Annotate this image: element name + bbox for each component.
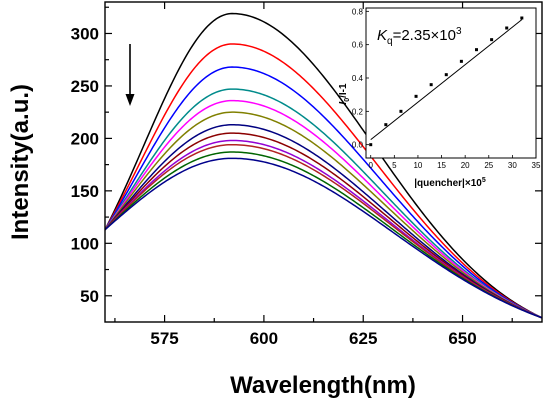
inset-y-axis-title: I0/I-1 — [338, 83, 351, 105]
inset-data — [369, 16, 524, 147]
y-tick-label: 250 — [71, 77, 99, 96]
spectrum-curve-10 — [105, 143, 542, 319]
inset-data-point — [459, 59, 463, 63]
inset-frame — [365, 7, 537, 159]
spectrum-curve-11 — [105, 151, 542, 319]
spectrum-curve-5 — [105, 99, 542, 319]
inset-data-point — [369, 143, 373, 147]
inset-y-tick-label: 0.0 — [352, 141, 364, 150]
y-tick-label: 300 — [71, 24, 99, 43]
inset-x-tick-label: 0 — [368, 161, 373, 170]
x-tick-label: 600 — [250, 329, 278, 348]
decrease-arrow-icon — [125, 44, 135, 106]
inset-data-point — [505, 26, 509, 30]
inset-x-tick-label: 25 — [484, 161, 493, 170]
inset-x-tick-label: 30 — [508, 161, 517, 170]
inset-x-tick-label: 10 — [413, 161, 422, 170]
spectrum-curve-2 — [105, 43, 542, 319]
x-tick-label: 575 — [150, 329, 178, 348]
main-plot-frame — [104, 1, 543, 323]
inset-y-tick-label: 0.6 — [352, 41, 364, 50]
inset-x-axis-title: |quencher|×105 — [414, 177, 486, 189]
inset-data-point — [384, 123, 388, 127]
y-tick-label: 150 — [71, 182, 99, 201]
inset-data-point — [444, 73, 448, 77]
spectrum-curve-6 — [105, 111, 542, 319]
y-tick-label: 50 — [80, 287, 99, 306]
inset-y-tick-label: 0.2 — [352, 107, 364, 116]
inset-axis-ticks: 0 5 10 15 20 25 30 35 0.0 0.2 0.4 0.6 0.8 — [352, 7, 541, 170]
inset-y-tick-label: 0.8 — [352, 7, 364, 16]
y-axis-title: Intensity(a.u.) — [7, 84, 34, 240]
x-axis-title: Wavelength(nm) — [230, 372, 416, 399]
kq-annotation: Kq=2.35×103 — [377, 26, 462, 47]
x-tick-label: 650 — [448, 329, 476, 348]
spectrum-curve-3 — [105, 66, 542, 319]
inset-fit-line — [370, 19, 523, 141]
inset-x-tick-label: 5 — [392, 161, 397, 170]
inset-x-tick-label: 35 — [532, 161, 541, 170]
stern-volmer-inset: 0 5 10 15 20 25 30 35 0.0 0.2 0.4 0.6 0.8 Kq=2.35×10… — [338, 7, 541, 189]
inset-data-point — [490, 38, 494, 42]
spectrum-curves — [105, 12, 542, 319]
inset-data-point — [520, 16, 524, 20]
inset-data-point — [475, 48, 478, 52]
inset-data-point — [399, 109, 403, 113]
spectrum-curve-1 — [105, 12, 542, 319]
inset-x-tick-label: 15 — [437, 161, 446, 170]
x-tick-label: 625 — [349, 329, 377, 348]
y-tick-label: 200 — [71, 129, 99, 148]
spectrum-curve-7 — [105, 123, 542, 319]
spectrum-curve-4 — [105, 88, 542, 319]
spectrum-curve-8 — [105, 132, 542, 319]
inset-y-tick-label: 0.4 — [352, 74, 364, 83]
inset-x-tick-label: 20 — [461, 161, 470, 170]
y-tick-label: 100 — [71, 234, 99, 253]
inset-data-point — [414, 94, 418, 98]
spectrum-curve-12 — [105, 157, 542, 319]
inset-data-point — [429, 83, 433, 87]
